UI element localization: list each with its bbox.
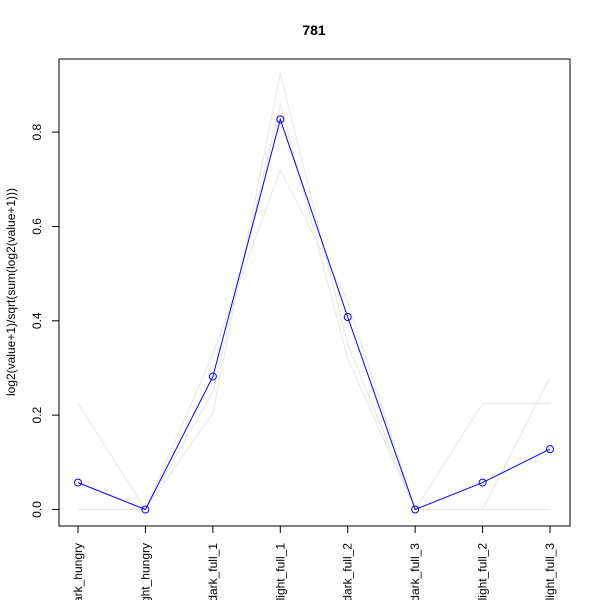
x-tick-label: light_full_1: [273, 543, 287, 600]
series-highlight: [74, 115, 555, 514]
y-tick-label: 0.8: [30, 123, 44, 140]
series-background: [77, 73, 551, 511]
x-axis: ark_hungry ght_hungry dark_full_1 light_ful…: [71, 525, 557, 600]
series-layer: [74, 73, 555, 514]
series-line: [78, 168, 550, 511]
series-line: [77, 117, 551, 511]
x-tick-label: ark_hungry: [71, 543, 85, 600]
data-point: [546, 445, 555, 454]
y-tick-label: 0.4: [30, 312, 44, 329]
data-point: [276, 115, 285, 124]
series-background: [78, 103, 550, 510]
series-line: [78, 103, 550, 510]
plot-frame: [58, 58, 571, 527]
series-line: [77, 73, 551, 511]
x-tick-label: light_full_3: [543, 543, 557, 600]
x-tick-label: dark_full_2: [341, 543, 355, 600]
x-tick-label: ght_hungry: [138, 543, 152, 600]
y-tick-label: 0.2: [30, 406, 44, 423]
y-axis: 0.0 0.2 0.4 0.6 0.8: [30, 123, 60, 518]
x-tick-label: light_full_2: [476, 543, 490, 600]
data-point: [411, 505, 420, 514]
y-tick-label: 0.0: [30, 501, 44, 518]
data-point: [343, 313, 352, 322]
data-point: [478, 478, 487, 487]
chart-title: 781: [302, 22, 326, 38]
x-tick-label: dark_full_1: [206, 543, 220, 600]
data-point: [208, 372, 217, 381]
y-tick-label: 0.6: [30, 218, 44, 235]
series-background: [78, 168, 550, 511]
y-axis-label: log2(value+1)/sqrt(sum(log2(value+1))): [4, 188, 18, 396]
x-tick-label: dark_full_3: [408, 543, 422, 600]
data-point: [141, 505, 150, 514]
data-point: [74, 478, 82, 487]
